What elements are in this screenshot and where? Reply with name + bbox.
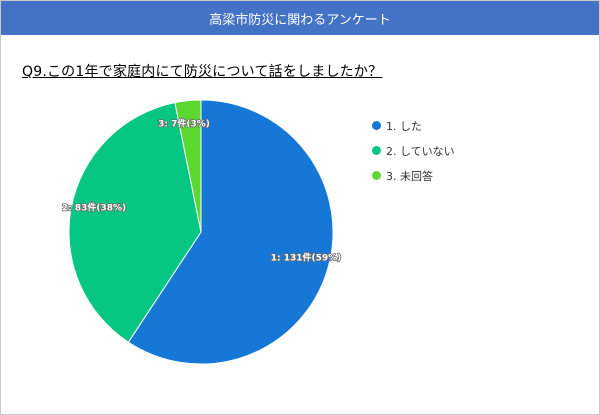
pie-slice-3 [174,99,202,233]
slice-label-2: 2: 83件(38%) [62,202,126,214]
question-text: Q9.この1年で家庭内にて防災について話をしましたか？ [22,64,383,80]
pie-slice-2 [68,102,202,343]
legend-item-1: 1. した [372,118,455,133]
survey-title-bar: 高梁市防災に関わるアンケート [1,1,599,35]
legend-label-1: 1. した [386,119,422,133]
pie-labels: 1: 131件(59%) 2: 83件(38%) 3: 7件(3%) [61,117,342,265]
pie-slice-1 [127,99,334,365]
legend-label-2: 2. していない [386,144,455,158]
legend-swatch-2 [372,146,381,155]
pie-slices [68,99,334,365]
slice-label-3: 3: 7件(3%) [158,118,210,130]
legend-item-2: 2. していない [372,143,455,158]
legend-item-3: 3. 未回答 [372,168,455,183]
legend-swatch-1 [372,121,381,130]
legend-swatch-3 [372,171,381,180]
chart-legend: 1. した 2. していない 3. 未回答 [372,118,455,193]
survey-title: 高梁市防災に関わるアンケート [209,12,391,28]
slice-label-1: 1: 131件(59%) [271,252,342,264]
legend-label-3: 3. 未回答 [386,169,433,183]
